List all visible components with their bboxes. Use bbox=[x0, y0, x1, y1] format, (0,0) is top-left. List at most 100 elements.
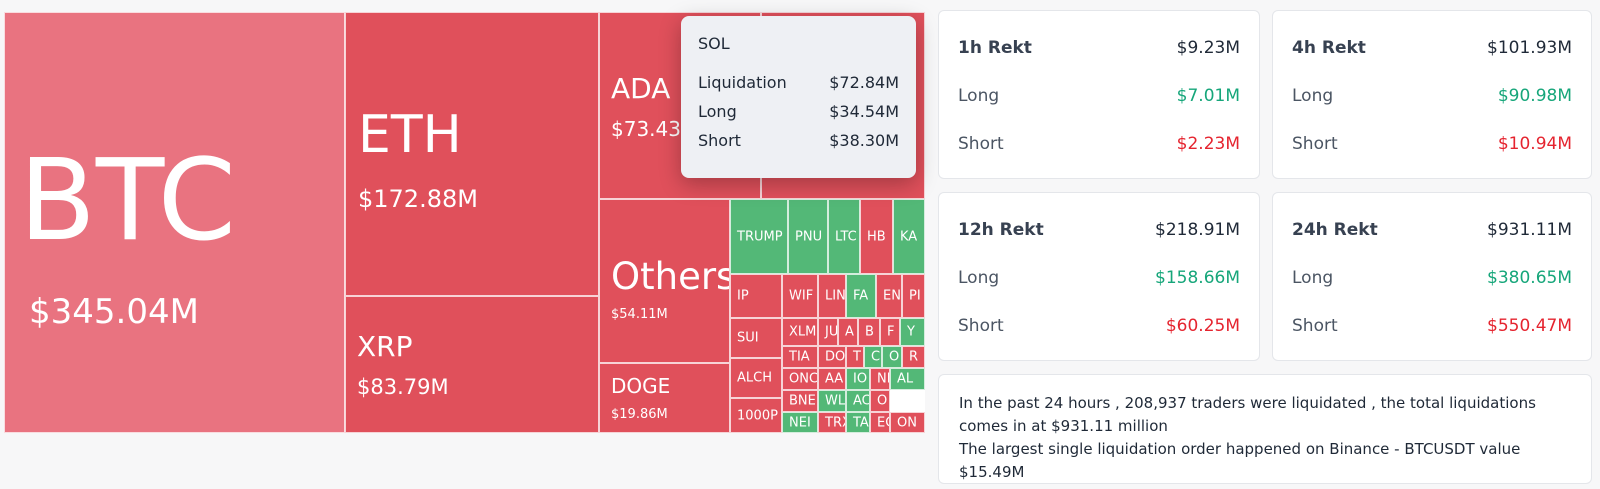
tile-symbol: TRX bbox=[825, 415, 845, 430]
tile-ip[interactable]: IP bbox=[730, 274, 782, 318]
tile-b[interactable]: B bbox=[858, 318, 880, 346]
tile-o[interactable]: O bbox=[882, 346, 902, 368]
tile-trump[interactable]: TRUMP bbox=[730, 199, 788, 274]
tile-xrp-symbol: XRP bbox=[357, 330, 413, 363]
tile-symbol: HB bbox=[867, 229, 886, 244]
tile-symbol: IO bbox=[853, 371, 868, 387]
tile-tia[interactable]: TIA bbox=[782, 346, 818, 368]
card-4h-rekt: 4h Rekt $101.93M Long $90.98M Short $10.… bbox=[1272, 10, 1592, 179]
tooltip-value: $38.30M bbox=[829, 131, 899, 150]
tile-en[interactable]: EN bbox=[876, 274, 902, 318]
tile-aa[interactable]: AA bbox=[818, 368, 846, 390]
card-short-row: Short $550.47M bbox=[1292, 302, 1572, 350]
tile-symbol: ON bbox=[897, 415, 917, 430]
tile-symbol: T bbox=[853, 349, 861, 365]
tile-symbol: Y bbox=[907, 324, 915, 340]
tile-symbol: O bbox=[877, 393, 888, 409]
tile-symbol: R bbox=[909, 349, 919, 365]
tile-eth[interactable]: ETH $172.88M bbox=[345, 12, 599, 296]
tile-ka[interactable]: KA bbox=[893, 199, 925, 274]
tile-symbol: PI bbox=[909, 288, 921, 304]
card-long-row: Long $7.01M bbox=[958, 72, 1240, 120]
tile-symbol: DO bbox=[825, 349, 846, 365]
tile-on[interactable]: ON bbox=[890, 412, 925, 433]
tile-alch[interactable]: ALCH bbox=[730, 358, 782, 398]
tile-ada-value: $73.43 bbox=[611, 117, 681, 141]
tile-symbol: TRUMP bbox=[737, 229, 783, 244]
tile-wif[interactable]: WIF bbox=[782, 274, 818, 318]
tile-lin[interactable]: LIN bbox=[818, 274, 846, 318]
tile-onc[interactable]: ONC bbox=[782, 368, 818, 390]
tile-trx[interactable]: TRX bbox=[818, 412, 846, 433]
tile-symbol: IP bbox=[737, 288, 749, 304]
tile-ltc[interactable]: LTC bbox=[828, 199, 860, 274]
tile-symbol: NE bbox=[877, 371, 889, 387]
tile-doge[interactable]: DOGE $19.86M bbox=[599, 363, 730, 433]
tile-symbol: AL bbox=[897, 371, 914, 387]
card-total: $931.11M bbox=[1487, 220, 1572, 240]
card-title: 12h Rekt bbox=[958, 220, 1044, 240]
card-1h-rekt: 1h Rekt $9.23M Long $7.01M Short $2.23M bbox=[938, 10, 1260, 179]
long-value: $90.98M bbox=[1497, 86, 1572, 106]
tile-ec[interactable]: EC bbox=[870, 412, 890, 433]
tile-do[interactable]: DO bbox=[818, 346, 846, 368]
tile-fa[interactable]: FA bbox=[846, 274, 876, 318]
tile-ne[interactable]: NE bbox=[870, 368, 890, 390]
tile-doge-value: $19.86M bbox=[611, 407, 668, 422]
tile-pi[interactable]: PI bbox=[902, 274, 925, 318]
tile-xrp-value: $83.79M bbox=[357, 375, 449, 399]
short-value: $60.25M bbox=[1165, 316, 1240, 336]
tile-r[interactable]: R bbox=[902, 346, 925, 368]
tile-f[interactable]: F bbox=[880, 318, 900, 346]
tile-hb[interactable]: HB bbox=[860, 199, 893, 274]
tooltip-row-long: Long $34.54M bbox=[698, 102, 899, 121]
tile-y[interactable]: Y bbox=[900, 318, 925, 346]
card-header: 12h Rekt $218.91M bbox=[958, 206, 1240, 254]
tile-pnu[interactable]: PNU bbox=[788, 199, 828, 274]
tile-ta[interactable]: TA bbox=[846, 412, 870, 433]
tile-ada-symbol: ADA bbox=[611, 72, 671, 105]
tile-t[interactable]: T bbox=[846, 346, 864, 368]
tile-symbol: B bbox=[865, 324, 874, 340]
tile-btc[interactable]: BTC $345.04M bbox=[4, 12, 345, 433]
tile-doge-symbol: DOGE bbox=[611, 374, 671, 398]
card-total: $9.23M bbox=[1176, 38, 1240, 58]
long-label: Long bbox=[1292, 268, 1334, 288]
tile-xlm[interactable]: XLM bbox=[782, 318, 818, 346]
tooltip-label: Liquidation bbox=[698, 73, 787, 92]
card-title: 4h Rekt bbox=[1292, 38, 1366, 58]
tile-symbol: TIA bbox=[789, 349, 810, 365]
tile-io[interactable]: IO bbox=[846, 368, 870, 390]
short-value: $10.94M bbox=[1497, 134, 1572, 154]
tile-symbol: AC bbox=[853, 393, 870, 409]
tile-nei[interactable]: NEI bbox=[782, 412, 818, 433]
tile-o[interactable]: O bbox=[870, 390, 890, 412]
tile-others-symbol: Others bbox=[611, 255, 730, 298]
card-short-row: Short $2.23M bbox=[958, 120, 1240, 168]
short-label: Short bbox=[958, 316, 1004, 336]
tile-a[interactable]: A bbox=[838, 318, 858, 346]
tile-symbol: LIN bbox=[825, 288, 846, 304]
tile-al[interactable]: AL bbox=[890, 368, 925, 390]
tile-wl[interactable]: WL bbox=[818, 390, 846, 412]
tile-bne[interactable]: BNE bbox=[782, 390, 818, 412]
tile-symbol: SUI bbox=[737, 330, 759, 346]
tile-symbol: ONC bbox=[789, 371, 818, 387]
tile-xrp[interactable]: XRP $83.79M bbox=[345, 296, 599, 433]
tile-eth-value: $172.88M bbox=[358, 185, 478, 213]
card-long-row: Long $158.66M bbox=[958, 254, 1240, 302]
tile-symbol: XLM bbox=[789, 324, 817, 340]
tile-sui[interactable]: SUI bbox=[730, 318, 782, 358]
tile-ju[interactable]: JU bbox=[818, 318, 838, 346]
tile-symbol: KA bbox=[900, 229, 918, 244]
tooltip-row-liquidation: Liquidation $72.84M bbox=[698, 73, 899, 92]
tile-1000p[interactable]: 1000P bbox=[730, 398, 782, 433]
short-value: $2.23M bbox=[1176, 134, 1240, 154]
tile-others[interactable]: Others $54.11M bbox=[599, 199, 730, 363]
tile-eth-symbol: ETH bbox=[358, 105, 462, 165]
tile-c[interactable]: C bbox=[864, 346, 882, 368]
tile-ac[interactable]: AC bbox=[846, 390, 870, 412]
summary-line-1: In the past 24 hours , 208,937 traders w… bbox=[959, 394, 1536, 435]
tile-symbol: EN bbox=[883, 288, 901, 304]
tooltip-label: Short bbox=[698, 131, 741, 150]
